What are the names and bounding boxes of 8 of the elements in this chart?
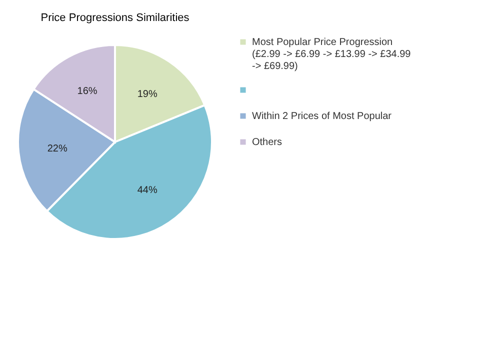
legend-label: Most Popular Price Progression (£2.99 -> £6.99 -> £13.99 -> £34.99 -> £69.99) <box>252 37 412 72</box>
data-label: 19% <box>137 88 158 100</box>
legend-label: Within 2 Prices of Most Popular <box>252 111 392 122</box>
data-label: 22% <box>47 143 68 154</box>
legend-label: Others <box>252 137 282 148</box>
chart-title: Price Progressions Similarities <box>40 12 190 24</box>
data-label: 44% <box>137 185 158 196</box>
data-label: 16% <box>77 86 98 98</box>
